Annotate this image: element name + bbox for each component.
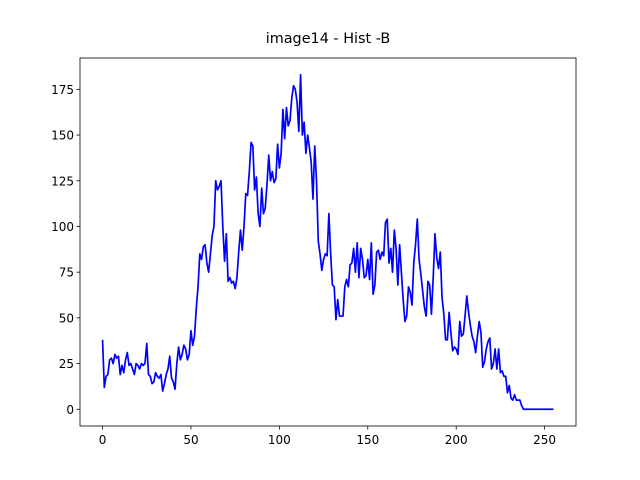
data-line — [101, 73, 554, 411]
y-tick-label: 125 — [51, 174, 74, 188]
chart-title: image14 - Hist -B — [266, 31, 391, 47]
y-tick-label: 50 — [59, 311, 74, 325]
y-tick-label: 175 — [51, 83, 74, 97]
y-tick-label: 100 — [51, 220, 74, 234]
y-tick-label: 150 — [51, 129, 74, 143]
x-tick-label: 250 — [533, 433, 556, 447]
plot-frame — [79, 57, 577, 427]
x-tick-label: 50 — [183, 433, 198, 447]
x-tick-label: 100 — [268, 433, 291, 447]
x-tick-label: 200 — [445, 433, 468, 447]
x-tick-label: 150 — [356, 433, 379, 447]
x-tick-label: 0 — [99, 433, 107, 447]
y-tick-label: 0 — [66, 403, 74, 417]
y-tick-label: 25 — [59, 357, 74, 371]
y-tick-label: 75 — [59, 266, 74, 280]
